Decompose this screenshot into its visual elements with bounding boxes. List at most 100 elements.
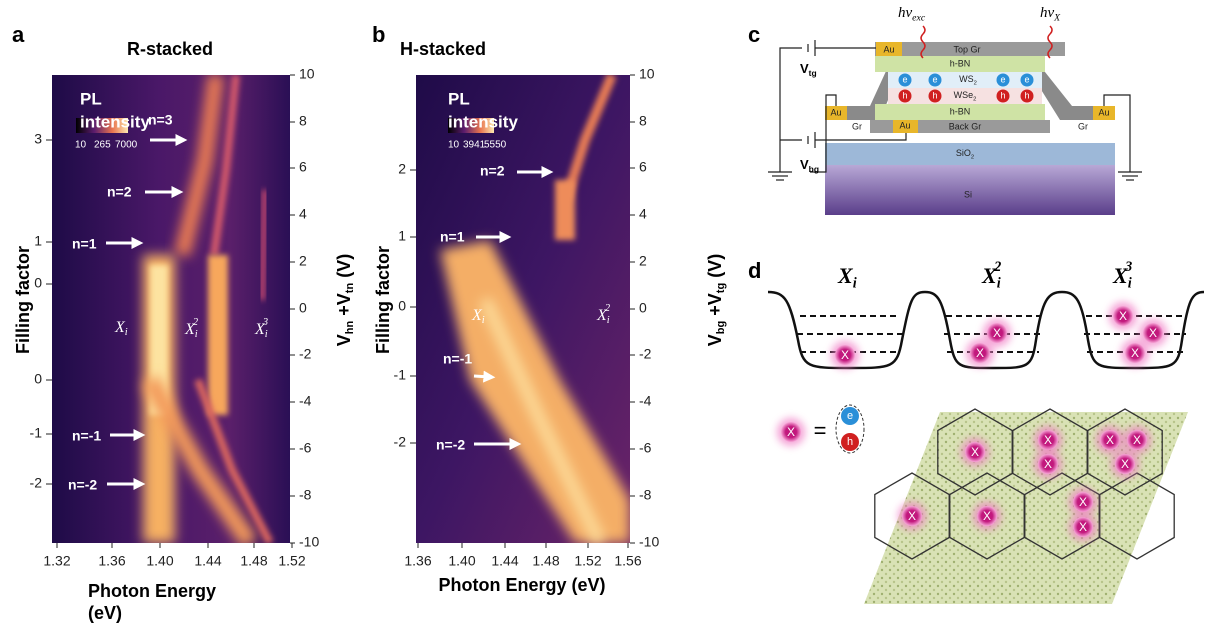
x-tick-label: 1.36 [404,553,431,569]
layer-label: Back Gr [949,121,982,131]
y-left-tick-label: 2 [398,161,406,177]
layer-label: Au [830,107,841,117]
y-right-tick-label: 6 [639,159,647,175]
title-part: (V) [334,254,354,283]
title-part: V [334,334,354,346]
y-right-tick-label: -8 [299,487,312,503]
electron-label: e [847,410,853,422]
math-label: Xi3 [1112,259,1132,292]
y-left-axis-title: Filling factor [13,246,33,354]
x-tick-label: 1.32 [43,553,70,569]
panel-label: c [748,22,760,47]
math-label: Xi2 [596,303,610,326]
arrow-label: n=1 [440,229,465,245]
math-label: Vbg [800,157,819,174]
y-right-axis-title: Vhn +Vtn (V) [334,254,356,346]
title-part: +V [334,293,354,321]
y-left-tick-label: 0 [34,275,42,291]
x-tick-label: 1.52 [574,553,601,569]
label-sub: exc [912,13,926,24]
electron-label: e [1000,74,1005,84]
panel-title: H-stacked [400,39,486,59]
label-base: WSe [954,90,974,100]
colorbar-tick: 10 [75,140,87,151]
y-right-tick-label: 4 [299,206,307,222]
y-left-tick-label: 0 [34,371,42,387]
label-sup: 2 [193,317,198,328]
colorbar-tick: 10 [448,140,460,151]
x-tick-label: 1.44 [491,553,518,569]
y-right-tick-label: 8 [639,113,647,129]
label-sup: 3 [1124,259,1132,275]
math-label: Xi2 [184,317,198,340]
x-tick-label: 1.44 [194,553,221,569]
math-label: Xi3 [254,317,268,340]
y-left-tick-label: -1 [394,367,407,383]
label-sub: i [853,276,857,292]
exciton-label: X [1131,346,1139,360]
colorbar-title: intensity [448,112,518,131]
label-sub: tg [809,68,817,78]
label-sup: 2 [605,303,610,314]
math-label: Xi2 [981,259,1001,292]
arrow-label: n=2 [480,163,505,179]
y-left-tick-label: 1 [398,228,406,244]
x-tick-label: 1.36 [98,553,125,569]
label-base: hν [898,5,913,21]
colorbar-tick: 265 [94,140,111,151]
title-part: (V) [705,254,725,283]
colorbar-tick: 3941 [463,140,486,151]
label-sub: i [125,327,128,338]
layer-label: Top Gr [953,44,980,54]
label-sup: 3 [262,317,268,328]
exciton-label: X [1119,309,1127,323]
colorbar-tick: 5550 [484,140,507,151]
y-right-tick-label: 0 [639,300,647,316]
label-base: hν [1040,5,1055,21]
exciton-label: X [787,425,795,439]
label-sup: 2 [993,259,1001,275]
label-sub: 2 [973,96,976,102]
contact-strip [1040,72,1095,120]
title-sub: hn [344,320,356,334]
label-sub: bg [809,164,819,174]
y-right-tick-label: -2 [639,346,652,362]
y-right-tick-label: 6 [299,159,307,175]
exciton-label: X [1106,433,1114,447]
circuit-wire-part [780,48,802,172]
exciton-label: X [971,445,979,459]
label-sub: i [997,276,1001,292]
y-right-tick-label: -10 [639,534,659,550]
heatmap-a-part [208,255,228,415]
math-label: Xi [837,263,857,292]
title-part: +V [705,293,725,321]
title-part: V [705,334,725,346]
exciton-label: X [1121,457,1129,471]
arrow-label: n=-1 [443,351,472,367]
x-tick-label: 1.48 [240,553,267,569]
label-sub: i [195,329,198,340]
heatmap-a [52,75,290,543]
arrow-label: n=-2 [436,437,465,453]
y-right-tick-label: 2 [639,253,647,269]
layer-label: Au [1098,107,1109,117]
y-right-tick-label: 2 [299,253,307,269]
title-sub: bg [715,321,727,334]
y-right-tick-label: -4 [639,393,652,409]
colorbar-title: intensity [80,112,150,131]
exciton-label: X [976,346,984,360]
colorbar-tick: 7000 [115,140,138,151]
device-schematic: c Top Gr Au h-BN h-BN Back Gr Au Au Gr A… [748,22,1142,215]
y-right-tick-label: -6 [299,440,312,456]
panel-d: d e h = XXXXXXXXXXXXXXXXX [748,258,1204,604]
circuit-wire-part [815,133,906,140]
panel-label: d [748,258,761,283]
y-right-tick-label: -10 [299,534,319,550]
y-right-tick-label: 10 [299,66,315,82]
x-tick-label: 1.52 [278,553,305,569]
exciton-label: X [1149,326,1157,340]
figure: a R-stacked PL intensity 10 265 7000 Pho… [0,0,1214,627]
y-left-tick-label: 0 [398,298,406,314]
x-axis-title: Photon Energy (eV) [438,575,605,595]
arrow-label: n=-1 [72,428,101,444]
